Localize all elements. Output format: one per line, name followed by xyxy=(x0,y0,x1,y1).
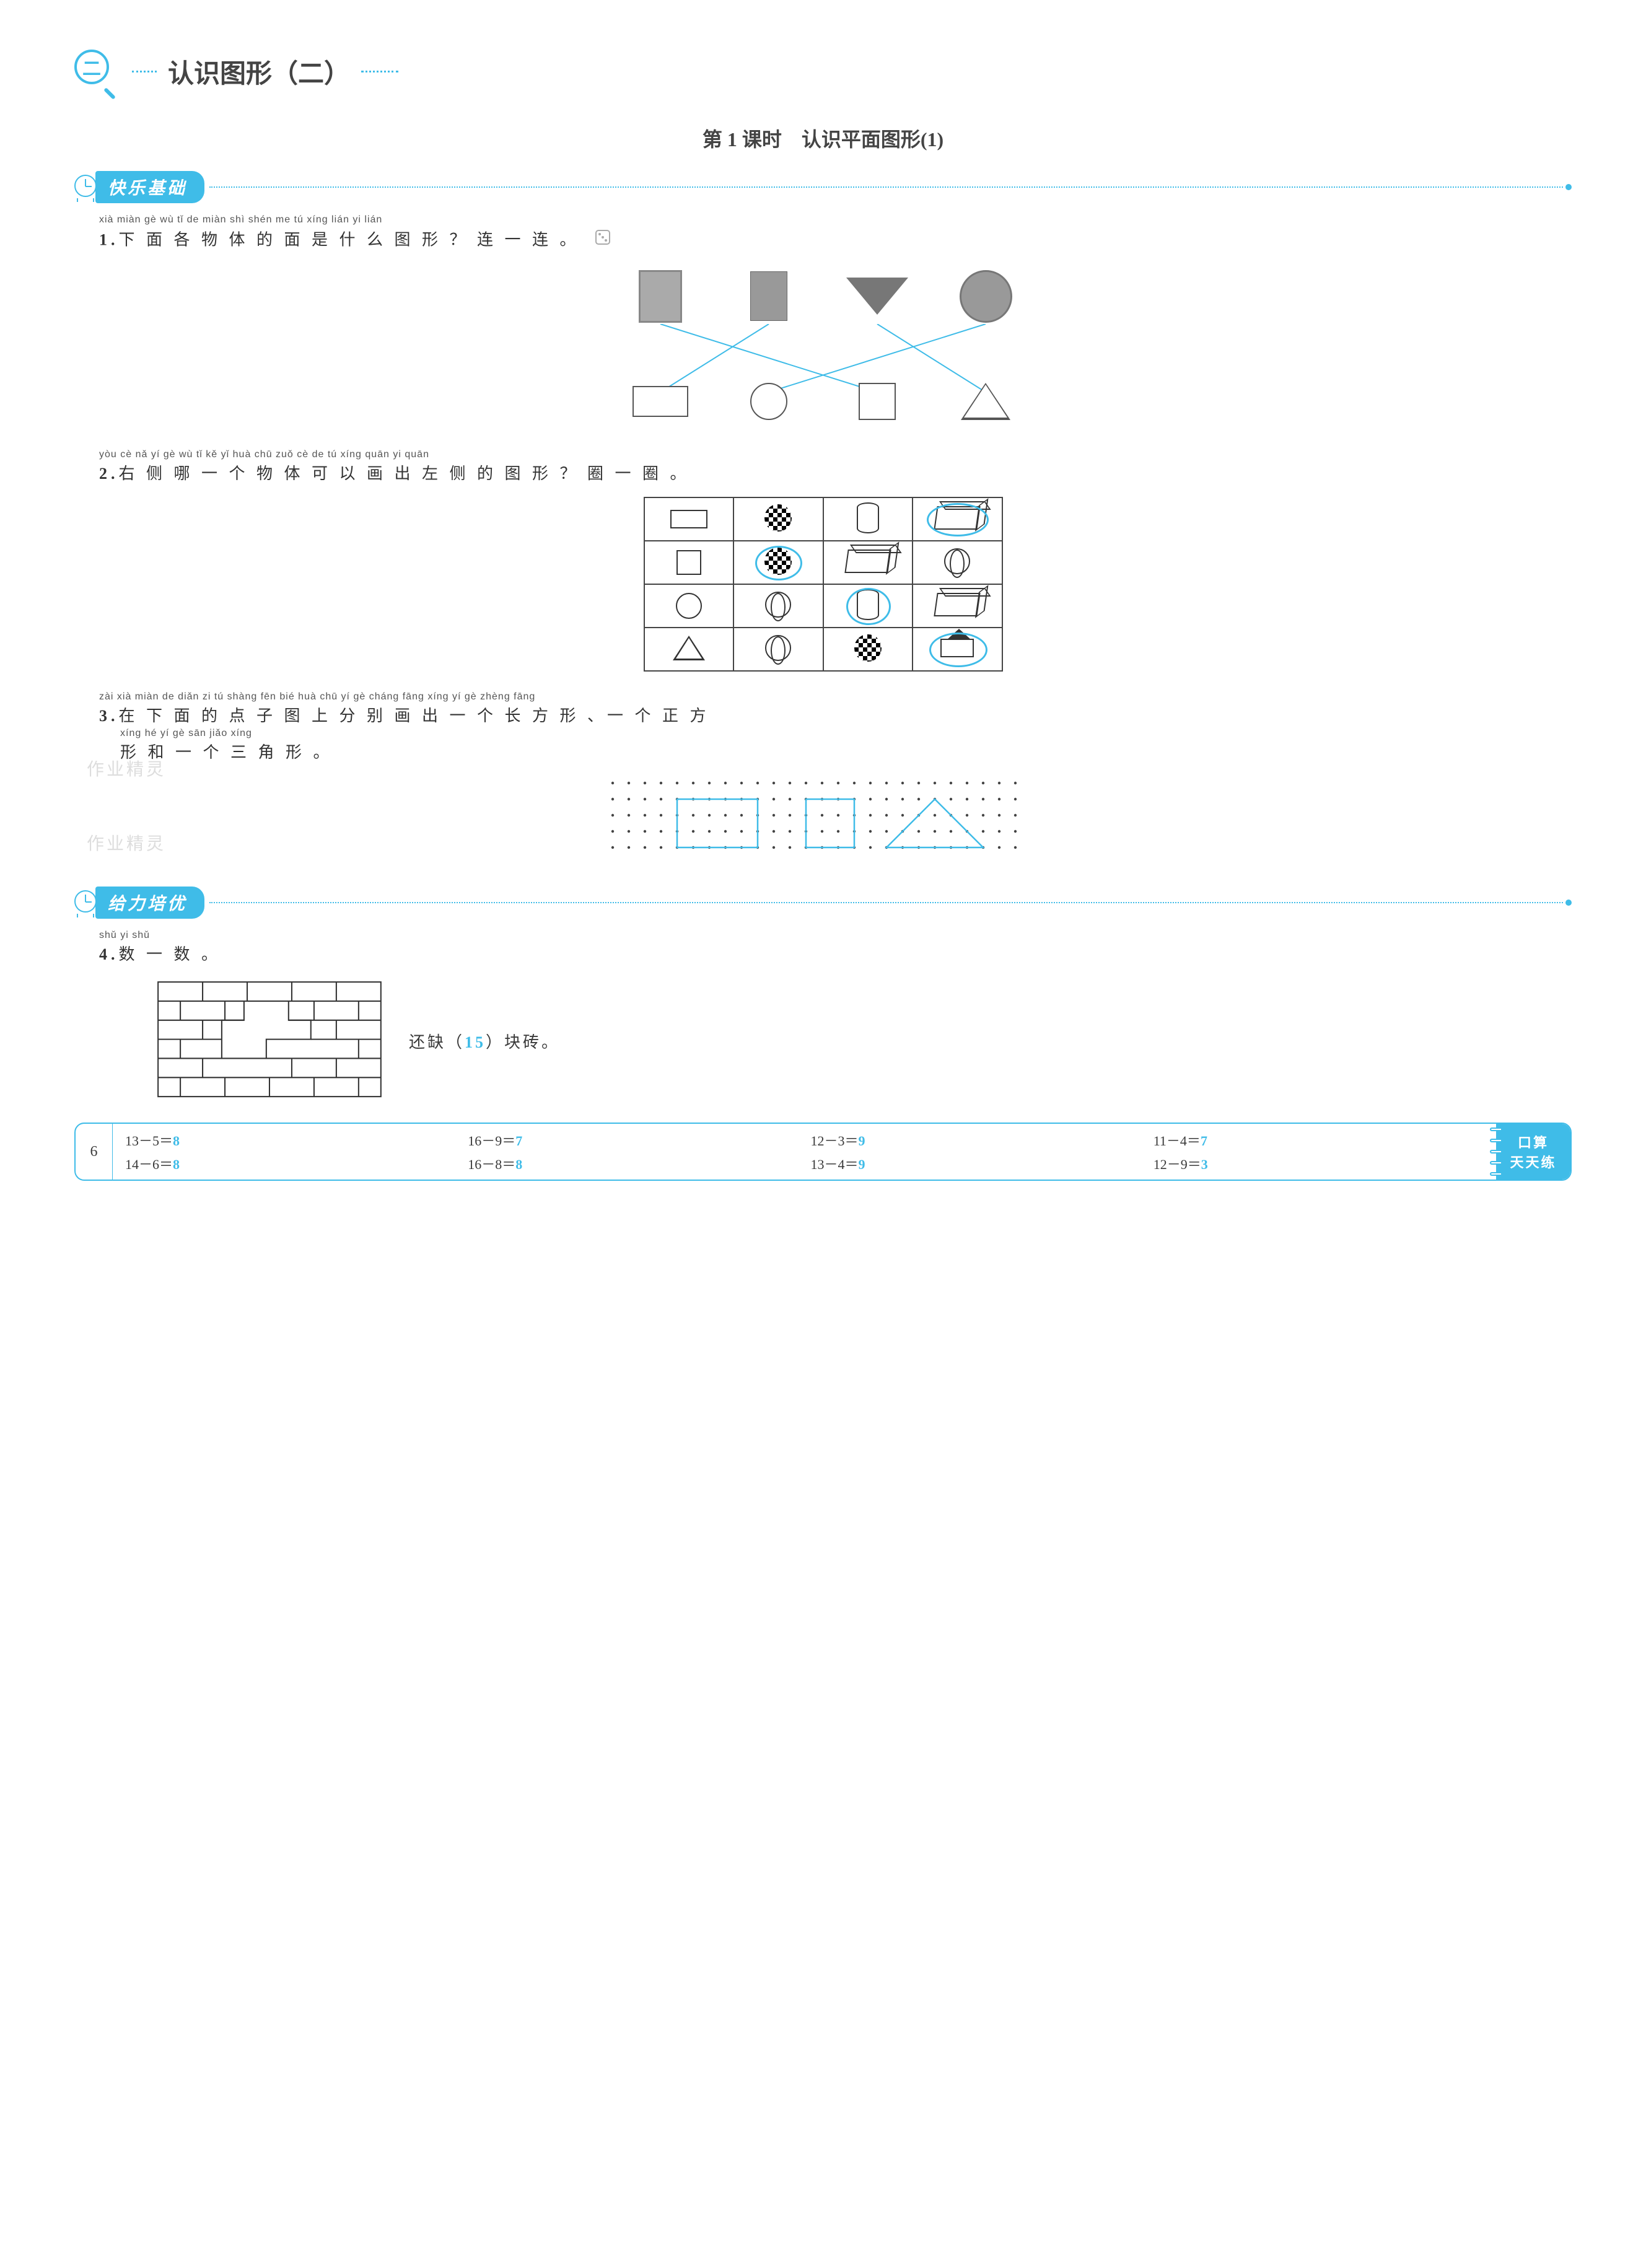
cylinder-icon xyxy=(857,502,879,533)
calc-grid: 13－5＝8 16－9＝7 12－3＝9 11－4＝7 14－6＝8 16－8＝… xyxy=(113,1124,1496,1180)
chapter-header: 二 认识图形（二） xyxy=(74,50,1572,93)
calc-item: 11－4＝7 xyxy=(1154,1130,1484,1150)
spiral-binding-icon xyxy=(1490,1124,1497,1180)
badge-line2: 天天练 xyxy=(1510,1152,1556,1171)
q3-text1: 3.在 下 面 的 点 子 图 上 分 别 画 出 一 个 长 方 形 、一 个… xyxy=(99,704,1547,728)
q3-pinyin2: xíng hé yí gè sān jiǎo xíng xyxy=(120,728,1547,739)
section-advanced-header: 给力培优 xyxy=(74,887,1572,919)
calc-item: 16－8＝8 xyxy=(468,1154,798,1173)
q2-pinyin: yòu cè nǎ yí gè wù tǐ kě yǐ huà chū zuǒ … xyxy=(99,449,1547,460)
page: 二 认识图形（二） 第 1 课时 认识平面图形(1) 快乐基础 xià miàn… xyxy=(74,50,1572,1181)
calc-item: 12－9＝3 xyxy=(1154,1154,1484,1173)
page-number: 6 xyxy=(76,1124,113,1180)
square-shape xyxy=(846,374,908,429)
q4-text: 4.数 一 数 。 xyxy=(99,942,1547,966)
clock-icon xyxy=(74,890,99,915)
brick-wall-svg xyxy=(155,979,384,1100)
triangle-shape xyxy=(955,374,1017,429)
calc-item: 16－9＝7 xyxy=(468,1130,798,1150)
stamp-object xyxy=(629,268,691,324)
prism-icon xyxy=(940,639,974,657)
q4-pinyin: shǔ yi shǔ xyxy=(99,930,1547,941)
question-3: zài xià miàn de diǎn zi tú shàng fēn bié… xyxy=(99,691,1547,867)
table-row xyxy=(644,541,1002,584)
dice-icon xyxy=(592,227,617,256)
book-object xyxy=(738,268,800,324)
question-2: yòu cè nǎ yí gè wù tǐ kě yǐ huà chū zuǒ … xyxy=(99,449,1547,672)
triangle-object xyxy=(846,268,908,324)
chapter-number: 二 xyxy=(74,50,109,84)
checker-ball-icon xyxy=(764,548,792,575)
advanced-content: shǔ yi shǔ 4.数 一 数 。 xyxy=(99,930,1547,1103)
coin-object xyxy=(955,268,1017,324)
q4-answer-text: 还缺（15）块砖。 xyxy=(409,1030,560,1053)
q1-pinyin: xià miàn gè wù tǐ de miàn shì shén me tú… xyxy=(99,214,1547,225)
q1-text: 1.下 面 各 物 体 的 面 是 什 么 图 形 ？ 连 一 连 。 xyxy=(99,227,1547,256)
calc-item: 13－5＝8 xyxy=(125,1130,455,1150)
q3-pinyin1: zài xià miàn de diǎn zi tú shàng fēn bié… xyxy=(99,691,1547,703)
table-row xyxy=(644,497,1002,541)
question-4: shǔ yi shǔ 4.数 一 数 。 xyxy=(99,930,1547,1103)
calc-item: 14－6＝8 xyxy=(125,1154,455,1173)
rectangle-shape xyxy=(629,374,691,429)
cuboid-icon xyxy=(934,593,981,616)
basic-content: xià miàn gè wù tǐ de miàn shì shén me tú… xyxy=(99,214,1547,867)
circle-icon xyxy=(676,593,702,619)
table-row xyxy=(644,628,1002,671)
sphere-icon xyxy=(944,548,970,574)
cuboid-icon xyxy=(844,549,891,573)
cylinder-icon xyxy=(857,589,879,620)
section-advanced-badge: 给力培优 xyxy=(95,887,204,919)
rect-icon xyxy=(670,510,707,528)
lesson-title: 第 1 课时 认识平面图形(1) xyxy=(74,124,1572,152)
section-basic-badge: 快乐基础 xyxy=(95,171,204,203)
clock-icon xyxy=(74,175,99,199)
q4-brick-wall: 还缺（15）块砖。 xyxy=(155,979,1547,1103)
q4-answer: 15 xyxy=(465,1033,486,1051)
triangle-icon xyxy=(673,636,705,660)
q2-table xyxy=(644,497,1003,672)
chapter-title: 认识图形（二） xyxy=(162,53,356,90)
q3-text2: 形 和 一 个 三 角 形 。 xyxy=(120,740,1547,764)
q3-dot-grid xyxy=(606,777,1040,867)
checker-ball-icon xyxy=(764,504,792,532)
square-icon xyxy=(676,550,701,575)
badge-line1: 口算 xyxy=(1518,1132,1549,1152)
calc-item: 13－4＝9 xyxy=(811,1154,1141,1173)
calc-item: 12－3＝9 xyxy=(811,1130,1141,1150)
question-1: xià miàn gè wù tǐ de miàn shì shén me tú… xyxy=(99,214,1547,429)
cuboid-icon xyxy=(934,506,981,530)
circle-shape xyxy=(738,374,800,429)
sphere-icon xyxy=(765,592,791,618)
sphere-icon xyxy=(765,635,791,661)
q2-text: 2.右 侧 哪 一 个 物 体 可 以 画 出 左 侧 的 图 形 ？ 圈 一 … xyxy=(99,462,1547,486)
dot-grid-svg xyxy=(606,777,1040,864)
footer-badge: 口算 天天练 xyxy=(1496,1124,1570,1180)
table-row xyxy=(644,584,1002,628)
checker-ball-icon xyxy=(854,634,882,662)
footer: 6 13－5＝8 16－9＝7 12－3＝9 11－4＝7 14－6＝8 16－… xyxy=(74,1123,1572,1181)
magnifier-icon: 二 xyxy=(74,50,118,93)
q1-match-diagram xyxy=(606,268,1040,429)
section-basic-header: 快乐基础 xyxy=(74,171,1572,203)
